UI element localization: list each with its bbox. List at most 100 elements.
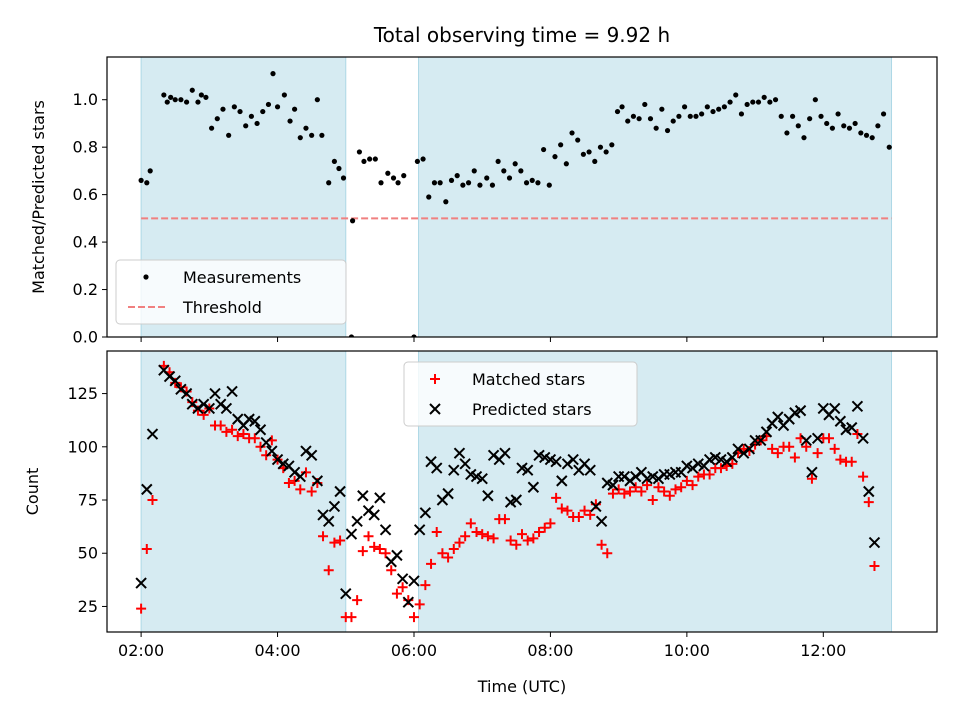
predicted-star-point <box>186 398 198 410</box>
y-tick-label: 0.0 <box>73 328 98 347</box>
measurement-point <box>733 92 739 98</box>
measurement-point <box>254 120 260 127</box>
matched-star-point <box>255 441 266 452</box>
measurement-point <box>738 111 745 117</box>
predicted-star-point <box>629 470 642 483</box>
matched-star-point <box>363 531 374 542</box>
predicted-star-point <box>220 402 233 415</box>
measurement-point <box>426 194 432 200</box>
measurement-point <box>303 125 309 131</box>
measurement-point <box>852 120 858 127</box>
measurement-point <box>348 334 355 337</box>
matched-star-point <box>232 431 243 442</box>
measurement-point <box>489 182 496 188</box>
measurement-point <box>501 168 507 174</box>
matched-star-point <box>806 473 817 484</box>
measurement-point <box>198 92 204 98</box>
matched-star-point <box>391 588 402 599</box>
predicted-star-point <box>595 515 608 528</box>
measurement-point <box>361 158 367 165</box>
measurement-point <box>237 108 243 115</box>
matched-star-point <box>147 495 158 506</box>
predicted-star-point <box>271 453 284 466</box>
measurement-point <box>270 71 276 77</box>
matched-star-point <box>846 456 857 467</box>
matched-star-point <box>829 443 840 454</box>
predicted-star-point <box>419 507 432 519</box>
measurement-point <box>569 130 575 136</box>
matched-star-point <box>465 518 476 529</box>
measurement-point <box>265 101 272 108</box>
measurement-point <box>523 180 530 186</box>
matched-star-point <box>397 582 408 593</box>
legend-marker-matched <box>430 374 440 384</box>
predicted-star-point <box>368 509 380 521</box>
predicted-star-point <box>328 500 341 513</box>
measurement-point <box>790 113 796 119</box>
matched-star-point <box>215 420 226 431</box>
y-tick-label: 125 <box>67 384 98 403</box>
predicted-star-point <box>249 415 261 427</box>
measurement-point <box>465 180 472 186</box>
measurement-point <box>710 108 716 115</box>
predicted-star-point <box>209 387 221 400</box>
y-tick-label: 75 <box>78 491 98 510</box>
measurement-point <box>477 182 483 188</box>
predicted-star-point <box>391 549 403 562</box>
matched-star-point <box>141 543 152 554</box>
predicted-star-point <box>686 462 699 474</box>
measurement-point <box>297 135 303 141</box>
bottom-panel: 25 50 75 100 125 02:00 04:00 06:00 08:00 10:00 12:… <box>23 350 938 696</box>
matched-star-point <box>221 426 232 437</box>
matched-star-point <box>517 529 527 540</box>
measurement-point <box>231 104 237 110</box>
legend-box <box>115 259 347 325</box>
measurement-point <box>274 104 281 110</box>
matched-star-point <box>602 548 613 559</box>
measurement-point <box>178 97 184 103</box>
matched-star-point <box>511 539 522 550</box>
predicted-star-point <box>300 445 312 457</box>
measurement-point <box>195 99 201 105</box>
measurement-point <box>248 113 254 119</box>
x-axis-label: Time (UTC) <box>477 677 566 696</box>
matched-star-point <box>227 424 238 435</box>
measurement-point <box>401 173 407 179</box>
predicted-star-point <box>203 402 216 415</box>
measurement-point <box>858 130 864 136</box>
predicted-star-point <box>288 466 301 479</box>
predicted-star-point <box>169 375 181 387</box>
measurement-point <box>372 156 378 162</box>
chart-title: Total observing time = 9.92 h <box>373 23 670 47</box>
predicted-star-point <box>652 473 665 485</box>
matched-star-point <box>596 539 607 550</box>
predicted-star-point <box>266 445 278 457</box>
measurement-point <box>512 161 518 167</box>
measurement-point <box>835 111 841 117</box>
matched-star-point <box>562 505 573 516</box>
measurement-point <box>687 113 693 119</box>
measurement-point <box>390 175 397 181</box>
y-tick-label: 25 <box>78 597 98 616</box>
measurement-point <box>319 132 325 138</box>
measurement-point <box>395 180 401 186</box>
predicted-star-point <box>590 500 602 513</box>
measurement-point <box>642 101 648 108</box>
x-tick-label: 02:00 <box>118 641 164 660</box>
measurement-point <box>209 125 215 131</box>
matched-star-point <box>636 486 647 497</box>
measurement-point <box>630 113 637 119</box>
predicted-star-point <box>618 470 631 483</box>
y-tick-label: 100 <box>67 437 98 456</box>
measurement-point <box>875 123 881 129</box>
matched-star-point <box>477 529 488 540</box>
measurement-point <box>414 158 420 165</box>
matched-star-point <box>460 531 471 542</box>
measurement-point <box>535 180 541 186</box>
matched-star-point <box>647 495 658 506</box>
predicted-star-point <box>732 443 744 455</box>
measurement-point <box>226 132 232 138</box>
matched-star-point <box>835 454 846 465</box>
measurement-point <box>168 94 174 100</box>
